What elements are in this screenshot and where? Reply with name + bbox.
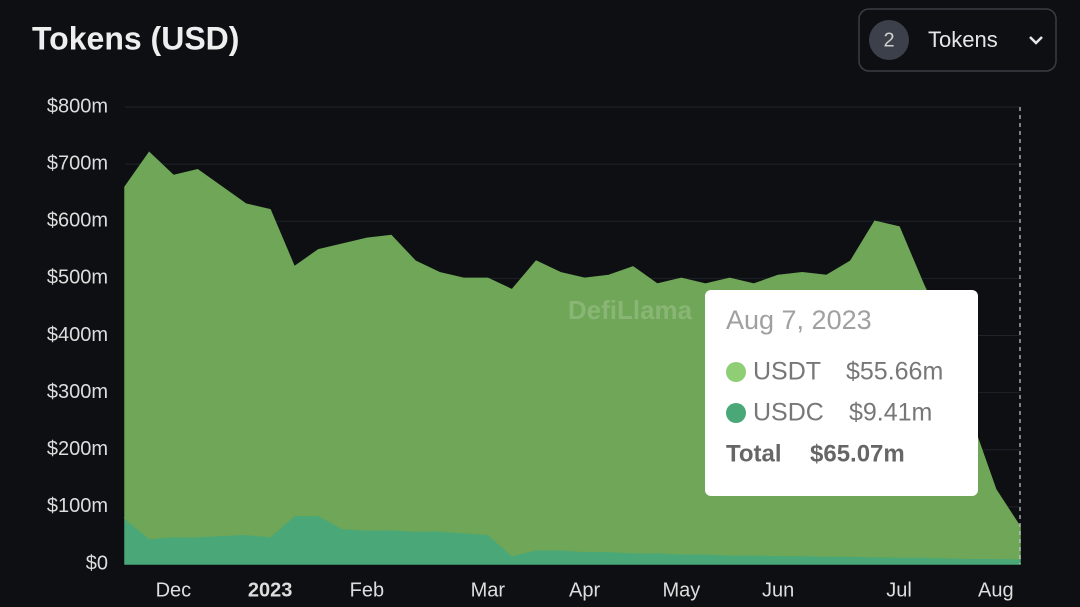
legend-swatch bbox=[726, 403, 746, 423]
count-badge bbox=[869, 20, 909, 60]
tooltip-box bbox=[705, 290, 978, 496]
x-tick-label: Feb bbox=[350, 579, 384, 601]
x-tick-label: Jul bbox=[886, 579, 912, 601]
y-tick-label: $400m bbox=[47, 324, 108, 346]
x-tick-label: 2023 bbox=[248, 579, 293, 601]
x-tick-label: May bbox=[662, 579, 700, 601]
x-tick-label: Mar bbox=[471, 579, 506, 601]
tooltip-title: Aug 7, 2023 bbox=[726, 305, 872, 335]
x-tick-label: Jun bbox=[762, 579, 794, 601]
dropdown-box[interactable] bbox=[858, 8, 1057, 72]
y-tick-label: $100m bbox=[47, 495, 108, 517]
legend-name: USDC bbox=[753, 399, 824, 427]
tooltip-total-label: Total bbox=[726, 440, 782, 467]
tooltip-value: $9.41m bbox=[849, 399, 932, 427]
y-tick-label: $200m bbox=[47, 438, 108, 460]
legend-name: USDT bbox=[753, 358, 821, 386]
y-tick-label: $700m bbox=[47, 152, 108, 174]
y-tick-label: $0 bbox=[86, 552, 108, 574]
legend-swatch bbox=[726, 362, 746, 382]
watermark: DefiLlama bbox=[568, 295, 693, 325]
y-tick-label: $600m bbox=[47, 210, 108, 232]
x-tick-label: Dec bbox=[156, 579, 192, 601]
y-tick-label: $800m bbox=[47, 95, 108, 117]
token-dropdown[interactable]: 2 Tokens bbox=[858, 8, 1057, 72]
x-tick-label: Apr bbox=[569, 579, 600, 601]
y-tick-label: $300m bbox=[47, 381, 108, 403]
count-text: 2 bbox=[883, 29, 894, 51]
dropdown-label: Tokens bbox=[928, 27, 998, 52]
axes: $0 $100m $200m $300m $400m $500m $600m $700m $80… bbox=[47, 95, 1014, 601]
tooltip-total: $65.07m bbox=[810, 440, 905, 467]
chart-title: Tokens (USD) bbox=[32, 20, 239, 56]
x-tick-label: Aug bbox=[978, 579, 1014, 601]
chevron-icon bbox=[1029, 36, 1043, 45]
tooltip-value: $55.66m bbox=[846, 358, 943, 386]
y-tick-label: $500m bbox=[47, 267, 108, 289]
tooltip: Aug 7, 2023 Total $65.07m USDT $55.66m USD… bbox=[705, 290, 978, 496]
